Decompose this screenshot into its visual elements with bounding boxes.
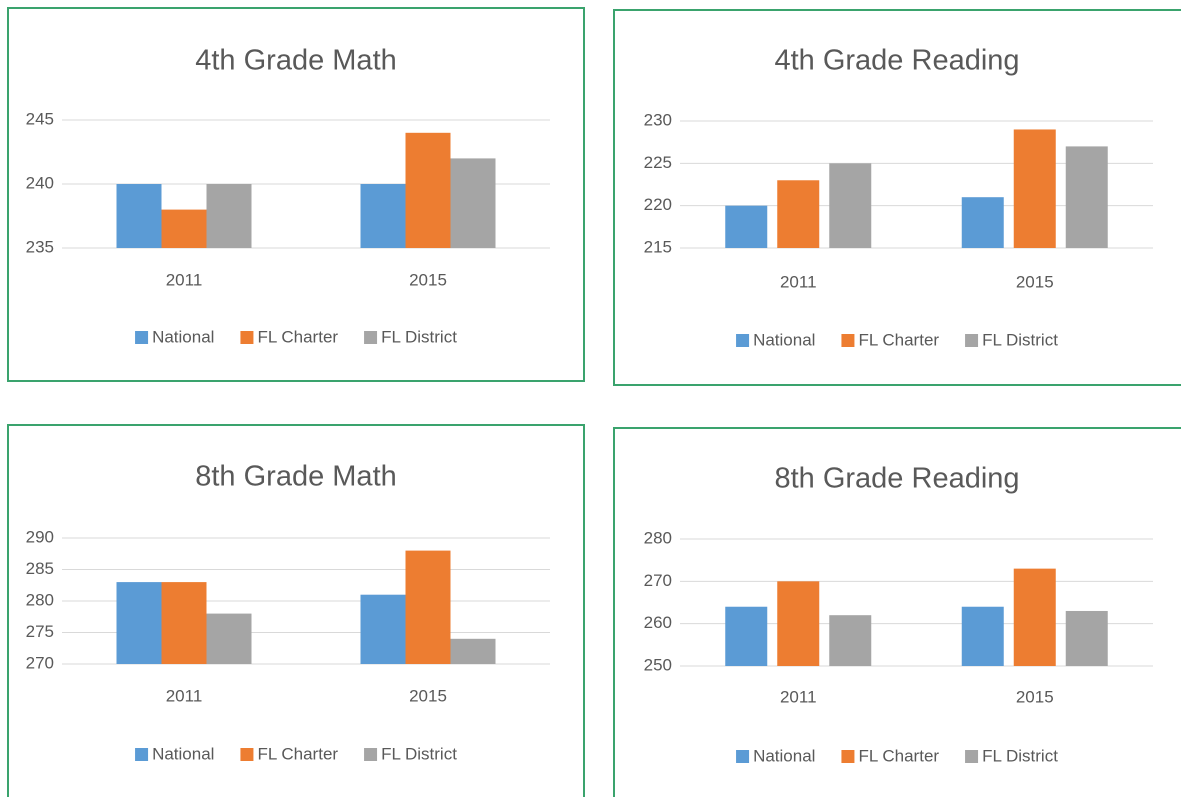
- bar: [1013, 129, 1056, 248]
- legend-swatch: [135, 331, 149, 344]
- y-tick-label: 290: [26, 527, 54, 546]
- x-tick-label: 2011: [166, 270, 203, 289]
- bar: [450, 158, 496, 248]
- legend-label: National: [753, 330, 815, 349]
- bar: [450, 638, 496, 664]
- bar: [725, 606, 768, 666]
- y-tick-label: 280: [644, 528, 672, 547]
- legend-swatch: [240, 748, 254, 761]
- bar: [405, 132, 451, 248]
- y-tick-label: 240: [26, 173, 54, 192]
- bar: [777, 180, 820, 248]
- y-tick-label: 220: [644, 195, 672, 214]
- chart-title: 4th Grade Math: [195, 45, 397, 77]
- bar: [206, 184, 252, 248]
- chart-title: 8th Grade Math: [195, 461, 397, 493]
- bar: [1065, 610, 1108, 666]
- y-tick-label: 275: [26, 622, 54, 641]
- chart-title: 4th Grade Reading: [774, 45, 1019, 77]
- y-tick-label: 250: [644, 655, 672, 674]
- legend-label: FL District: [381, 327, 457, 346]
- bar: [829, 615, 872, 666]
- y-tick-label: 285: [26, 559, 54, 578]
- legend: National FL Charter FL District: [135, 744, 457, 763]
- x-tick-label: 2015: [409, 270, 447, 289]
- legend: National FL Charter FL District: [736, 330, 1058, 349]
- legend-swatch: [240, 331, 254, 344]
- bar: [161, 209, 207, 248]
- legend-label: FL District: [982, 330, 1058, 349]
- bar: [777, 581, 820, 666]
- bar: [1065, 146, 1108, 248]
- legend-swatch: [736, 334, 750, 347]
- x-tick-label: 2015: [1016, 272, 1054, 291]
- chart-title: 8th Grade Reading: [774, 463, 1019, 495]
- legend-label: FL Charter: [257, 744, 338, 763]
- legend-swatch: [965, 750, 979, 763]
- y-tick-label: 245: [26, 109, 54, 128]
- legend-label: National: [152, 327, 214, 346]
- x-tick-label: 2011: [166, 686, 203, 705]
- y-tick-label: 235: [26, 237, 54, 256]
- panel: [7, 424, 585, 802]
- x-tick-label: 2015: [1016, 687, 1054, 706]
- legend-swatch: [364, 331, 378, 344]
- legend-swatch: [965, 334, 979, 347]
- bar: [725, 205, 768, 248]
- legend: National FL Charter FL District: [135, 327, 457, 346]
- x-tick-label: 2011: [780, 687, 817, 706]
- legend-swatch: [135, 748, 149, 761]
- y-tick-label: 270: [644, 571, 672, 590]
- legend-label: National: [152, 744, 214, 763]
- legend-label: FL Charter: [858, 330, 939, 349]
- y-tick-label: 230: [644, 110, 672, 129]
- legend-label: National: [753, 746, 815, 765]
- bar: [405, 550, 451, 664]
- bar: [116, 582, 162, 664]
- legend-swatch: [841, 750, 855, 763]
- y-tick-label: 280: [26, 590, 54, 609]
- x-tick-label: 2011: [780, 272, 817, 291]
- bar: [116, 184, 162, 248]
- bar: [360, 184, 406, 248]
- bar: [961, 197, 1004, 248]
- bar: [1013, 568, 1056, 666]
- y-tick-label: 215: [644, 237, 672, 256]
- legend-swatch: [364, 748, 378, 761]
- bar: [961, 606, 1004, 666]
- legend-label: FL District: [982, 746, 1058, 765]
- x-tick-label: 2015: [409, 686, 447, 705]
- legend: National FL Charter FL District: [736, 746, 1058, 765]
- y-tick-label: 225: [644, 153, 672, 172]
- bar: [206, 613, 252, 664]
- bar: [360, 594, 406, 664]
- y-tick-label: 270: [26, 653, 54, 672]
- bar: [829, 163, 872, 248]
- legend-label: FL Charter: [858, 746, 939, 765]
- legend-swatch: [841, 334, 855, 347]
- legend-label: FL Charter: [257, 327, 338, 346]
- bar: [161, 582, 207, 664]
- y-tick-label: 260: [644, 613, 672, 632]
- legend-label: FL District: [381, 744, 457, 763]
- legend-swatch: [736, 750, 750, 763]
